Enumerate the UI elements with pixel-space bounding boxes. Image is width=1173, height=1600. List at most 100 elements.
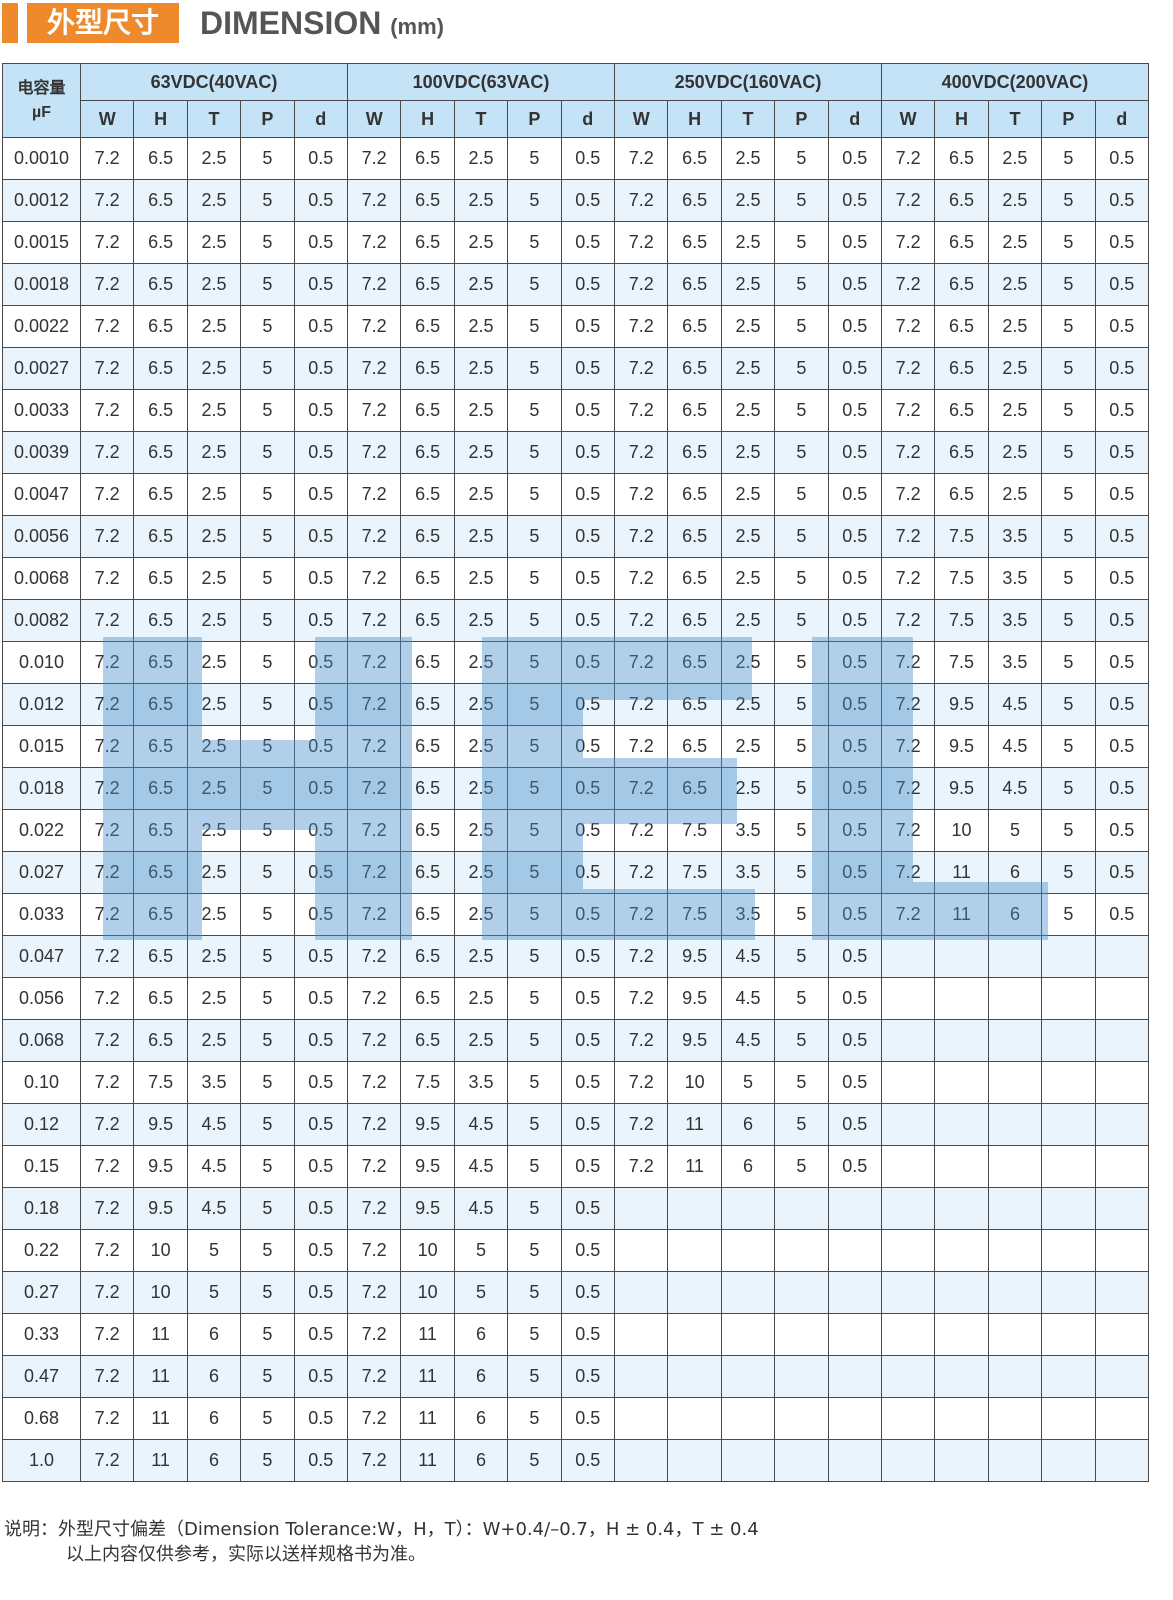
dimension-cell: 2.5 (186, 221, 242, 264)
dimension-cell (880, 1313, 936, 1356)
dimension-cell: 5 (774, 1145, 829, 1188)
dimension-cell: 11 (400, 1313, 455, 1356)
dimension-cell: 5 (240, 137, 295, 180)
capacitance-cell: 0.10 (2, 1061, 81, 1104)
dimension-cell (667, 1271, 722, 1314)
dimension-col-header: W (614, 100, 669, 138)
dimension-col-header: P (240, 100, 295, 138)
dimension-cell: 5 (240, 431, 295, 474)
dimension-cell: 0.5 (293, 1019, 349, 1062)
dimension-cell: 7.2 (79, 431, 135, 474)
dimension-cell: 4.5 (186, 1145, 242, 1188)
dimension-cell (827, 1355, 882, 1398)
dimension-cell: 0.5 (293, 263, 349, 306)
dimension-cell: 7.2 (79, 179, 135, 222)
dimension-cell (1094, 1229, 1149, 1272)
dimension-col-header: d (1094, 100, 1149, 138)
dimension-cell: 0.5 (827, 221, 882, 264)
dimension-cell: 7.2 (346, 179, 402, 222)
dimension-cell: 7.2 (880, 767, 936, 810)
table-row: 0.0039 7.2 6.5 2.5 5 0.5 7.2 6.5 2.5 5 0.5 7.2 6.5 2.… (2, 431, 1149, 474)
dimension-cell: 2.5 (987, 221, 1043, 264)
dimension-cell: 7.2 (346, 1355, 402, 1398)
dimension-cell (880, 1061, 936, 1104)
dimension-cell: 5 (774, 599, 829, 642)
dimension-cell: 6.5 (934, 263, 989, 306)
dimension-cell: 0.5 (293, 1271, 349, 1314)
dimension-cell: 0.5 (293, 1061, 349, 1104)
dimension-cell: 0.5 (560, 725, 616, 768)
dimension-cell: 5 (240, 1145, 295, 1188)
dimension-cell (720, 1313, 776, 1356)
dimension-cell: 5 (240, 809, 295, 852)
tolerance-note: 说明：外型尺寸偏差（Dimension Tolerance:W，H，T）：W+0… (4, 1519, 759, 1540)
capacitance-cell: 0.47 (2, 1355, 81, 1398)
dimension-cell: 0.5 (827, 305, 882, 348)
dimension-cell: 7.2 (79, 599, 135, 642)
capacitance-cell: 0.0012 (2, 179, 81, 222)
dimension-cell (934, 1397, 989, 1440)
dimension-cell: 0.5 (293, 1355, 349, 1398)
dimension-cell (880, 1355, 936, 1398)
dimension-cell: 5 (507, 431, 562, 474)
dimension-cell: 7.2 (346, 767, 402, 810)
dimension-cell: 7.2 (79, 515, 135, 558)
dimension-cell: 6.5 (133, 557, 188, 600)
dimension-cell: 5 (720, 1061, 776, 1104)
dimension-cell: 6.5 (400, 263, 455, 306)
notes: 说明：外型尺寸偏差（Dimension Tolerance:W，H，T）：W+0… (4, 1517, 759, 1567)
dimension-cell (1094, 1439, 1149, 1482)
dimension-cell: 6.5 (667, 473, 722, 516)
dimension-cell (1094, 977, 1149, 1020)
dimension-cell: 0.5 (827, 977, 882, 1020)
dimension-cell (667, 1313, 722, 1356)
dimension-cell: 6.5 (133, 935, 188, 978)
dimension-cell: 5 (774, 683, 829, 726)
dimension-cell: 9.5 (934, 767, 989, 810)
dimension-cell: 4.5 (720, 935, 776, 978)
dimension-cell (987, 1397, 1043, 1440)
dimension-cell: 6.5 (400, 1019, 455, 1062)
dimension-cell (614, 1271, 669, 1314)
dimension-cell: 6 (453, 1397, 509, 1440)
dimension-cell: 2.5 (186, 599, 242, 642)
dimension-cell (934, 1103, 989, 1146)
dimension-cell: 4.5 (720, 1019, 776, 1062)
dimension-cell: 7.5 (667, 851, 722, 894)
dimension-cell: 6.5 (400, 725, 455, 768)
dimension-cell: 2.5 (186, 641, 242, 684)
table-row: 0.0018 7.2 6.5 2.5 5 0.5 7.2 6.5 2.5 5 0.5 7.2 6.5 2.… (2, 263, 1149, 306)
dimension-cell: 6.5 (667, 137, 722, 180)
dimension-cell: 6.5 (400, 977, 455, 1020)
capacitance-cell: 0.068 (2, 1019, 81, 1062)
dimension-cell: 6.5 (133, 389, 188, 432)
table-row: 0.0068 7.2 6.5 2.5 5 0.5 7.2 6.5 2.5 5 0.5 7.2 6.5 2.… (2, 557, 1149, 600)
dimension-cell: 6.5 (934, 305, 989, 348)
dimension-cell: 5 (240, 977, 295, 1020)
dimension-cell: 6.5 (400, 809, 455, 852)
dimension-cell: 0.5 (1094, 683, 1149, 726)
dimension-cell: 5 (240, 1061, 295, 1104)
dimension-cell: 5 (240, 179, 295, 222)
voltage-group-header: 100VDC(63VAC) (346, 63, 616, 101)
capacitance-cell: 0.012 (2, 683, 81, 726)
dimension-cell (614, 1187, 669, 1230)
dimension-cell: 5 (240, 1103, 295, 1146)
dimension-col-header: T (987, 100, 1043, 138)
dimension-cell: 11 (934, 851, 989, 894)
dimension-cell: 6.5 (667, 767, 722, 810)
capacitance-unit: µF (32, 103, 51, 121)
dimension-cell: 7.2 (79, 1355, 135, 1398)
dimension-cell: 6.5 (400, 557, 455, 600)
dimension-cell: 5 (774, 1103, 829, 1146)
dimension-cell: 2.5 (987, 179, 1043, 222)
capacitance-cell: 0.18 (2, 1187, 81, 1230)
dimension-col-header: H (133, 100, 188, 138)
dimension-cell: 0.5 (293, 851, 349, 894)
dimension-cell: 0.5 (1094, 473, 1149, 516)
dimension-cell: 0.5 (1094, 221, 1149, 264)
dimension-cell: 7.2 (880, 221, 936, 264)
dimension-cell: 0.5 (293, 137, 349, 180)
dimension-cell: 6.5 (133, 683, 188, 726)
dimension-cell: 5 (1041, 767, 1096, 810)
